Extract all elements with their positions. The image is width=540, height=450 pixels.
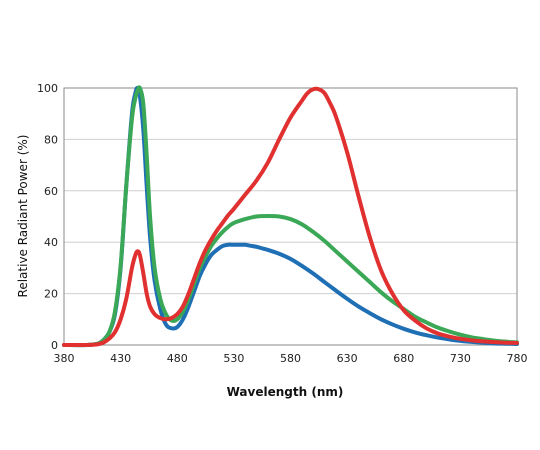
y-axis-ticks: 0 20 40 60 80 100	[37, 82, 58, 352]
y-tick-label: 20	[44, 288, 58, 301]
x-tick-label: 430	[110, 352, 131, 365]
x-tick-label: 530	[223, 352, 244, 365]
series-line-3	[62, 86, 519, 348]
x-tick-label: 380	[54, 352, 75, 365]
y-tick-label: 0	[51, 339, 58, 352]
x-tick-label: 780	[507, 352, 528, 365]
y-axis-title: Relative Radiant Power (%)	[16, 135, 30, 298]
x-tick-label: 480	[167, 352, 188, 365]
grid	[64, 138, 517, 295]
series-layer	[62, 85, 519, 348]
plot-area	[63, 87, 518, 346]
x-tick-label: 580	[280, 352, 301, 365]
x-tick-label: 630	[337, 352, 358, 365]
y-tick-label: 60	[44, 185, 58, 198]
x-axis-ticks: 380 430 480 530 580 630 680 730 780	[54, 352, 528, 365]
x-axis-title: Wavelength (nm)	[227, 385, 344, 399]
series-line-2	[62, 85, 519, 348]
y-tick-label: 100	[37, 82, 58, 95]
y-tick-label: 80	[44, 133, 58, 146]
y-tick-label: 40	[44, 236, 58, 249]
x-tick-label: 680	[393, 352, 414, 365]
x-tick-label: 730	[450, 352, 471, 365]
